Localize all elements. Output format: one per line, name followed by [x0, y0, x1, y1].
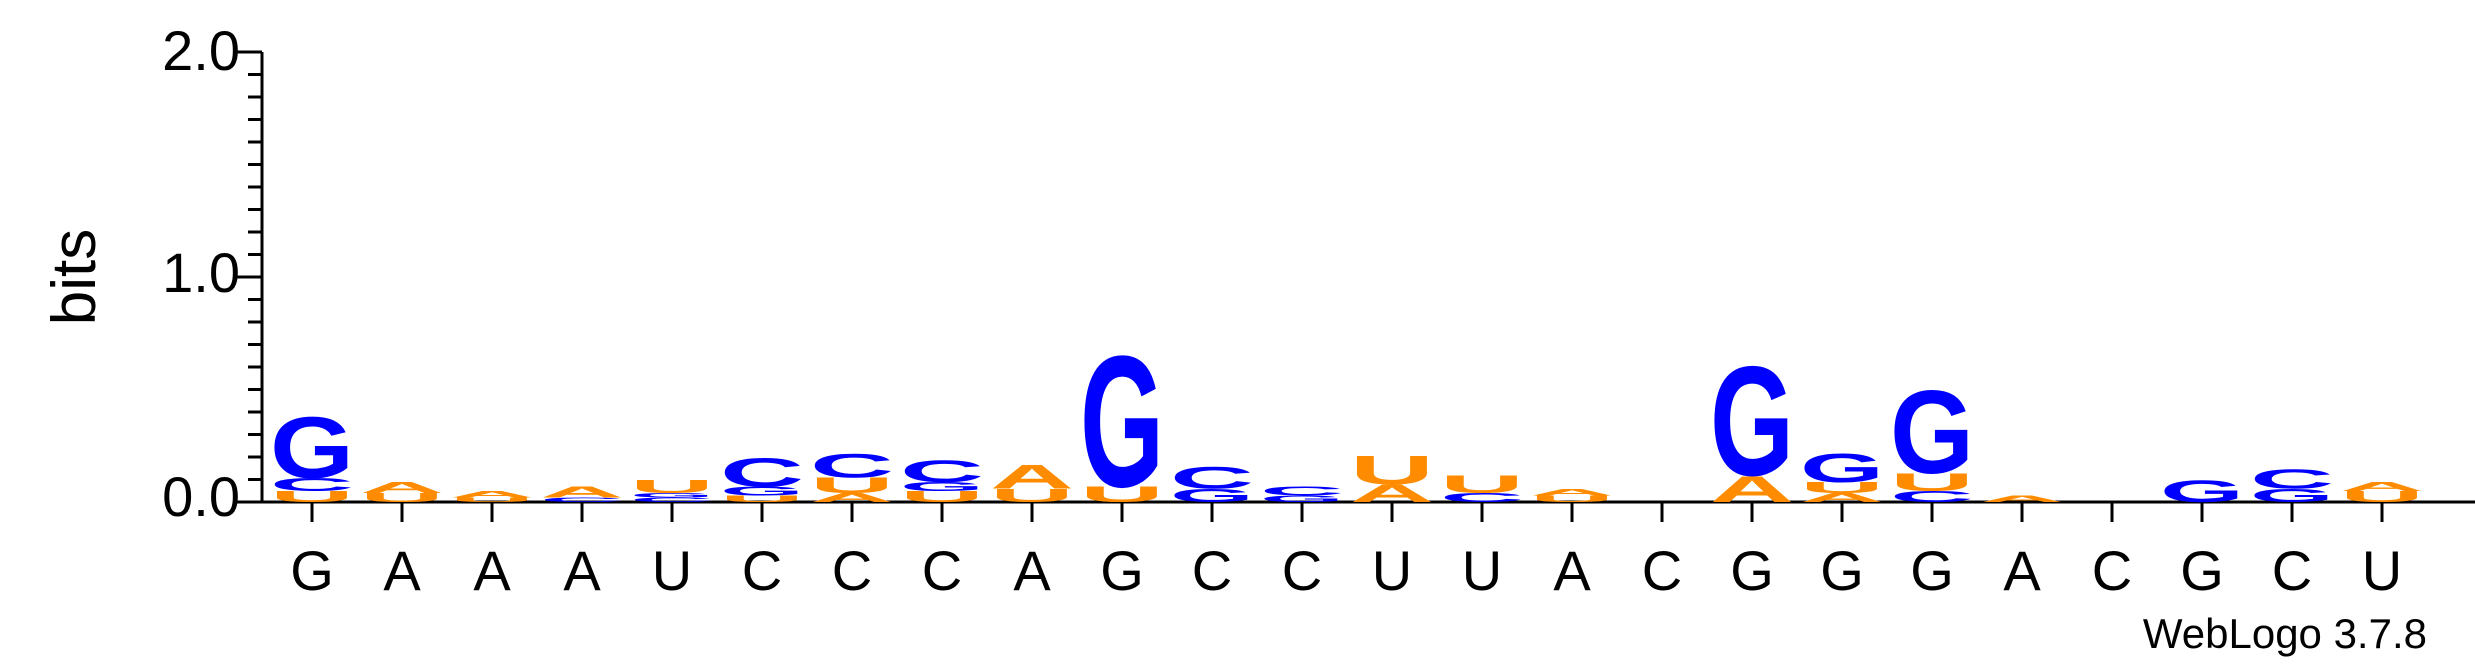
- logo-letter-U: U: [1350, 447, 1434, 492]
- logo-letter-G: G: [900, 480, 984, 494]
- y-axis-ticks: [236, 50, 262, 504]
- logo-letter-C: C: [540, 496, 624, 503]
- x-tick-label: C: [2092, 539, 2132, 602]
- x-tick-label: C: [742, 539, 782, 602]
- logo-letter-U: U: [900, 488, 984, 505]
- logo-letter-C: C: [270, 474, 354, 495]
- logo-letter-U: U: [1440, 471, 1524, 499]
- logo-letter-G: G: [1890, 366, 1974, 498]
- x-tick-label: G: [1910, 539, 1954, 602]
- logo-letter-A: A: [360, 479, 444, 496]
- weblogo-credit: WebLogo 3.7.8: [2143, 610, 2427, 657]
- logo-letter-C: C: [1440, 491, 1524, 505]
- y-axis-label: bits: [40, 229, 109, 325]
- x-tick-label: C: [1282, 539, 1322, 602]
- x-tick-label: A: [1553, 539, 1591, 602]
- y-tick-label-1: 1.0: [162, 241, 240, 304]
- logo-letter-U: U: [450, 496, 534, 503]
- logo-letter-C: C: [720, 450, 804, 495]
- x-tick-label: A: [383, 539, 421, 602]
- x-tick-label: U: [2362, 539, 2402, 602]
- x-tick-label: G: [1820, 539, 1864, 602]
- logo-letter-G: G: [2250, 485, 2334, 506]
- logo-letter-G: G: [630, 492, 714, 499]
- logo-letter-U: U: [270, 488, 354, 505]
- x-tick-label: U: [1462, 539, 1502, 602]
- logo-letter-G: G: [1080, 318, 1164, 526]
- x-tick-label: G: [1100, 539, 1144, 602]
- logo-letter-C: C: [1260, 484, 1344, 498]
- logo-letter-A: A: [1980, 494, 2064, 504]
- logo-letter-U: U: [720, 494, 804, 504]
- logo-letter-U: U: [990, 485, 1074, 506]
- x-tick-label: A: [473, 539, 511, 602]
- logo-letter-G: G: [1170, 485, 1254, 506]
- x-tick-label: C: [1192, 539, 1232, 602]
- x-tick-label: A: [2003, 539, 2041, 602]
- logo-letter-C: C: [1890, 488, 1974, 505]
- logo-letter-U: U: [2340, 488, 2424, 505]
- x-tick-label: G: [1730, 539, 1774, 602]
- logo-letter-U: U: [360, 491, 444, 505]
- logo-letter-G: G: [2160, 474, 2244, 509]
- x-axis-ticks: [310, 502, 2384, 522]
- logo-letter-G: G: [270, 399, 354, 496]
- logo-letter-U: U: [810, 473, 894, 497]
- logo-letter-A: A: [1710, 468, 1794, 510]
- x-tick-label: C: [832, 539, 872, 602]
- logo-letter-A: A: [990, 457, 1074, 496]
- x-tick-label: U: [652, 539, 692, 602]
- y-axis: 0.0 1.0 2.0 bits: [40, 19, 264, 528]
- logo-letter-C: C: [630, 496, 714, 503]
- x-tick-label: C: [1642, 539, 1682, 602]
- logo-letter-G: G: [1260, 494, 1344, 504]
- y-tick-label-0: 0.0: [162, 465, 240, 528]
- logo-letter-A: A: [540, 484, 624, 501]
- logo-letter-A: A: [1800, 491, 1884, 505]
- logo-letter-G: G: [1710, 334, 1794, 509]
- logo-letter-A: A: [1530, 487, 1614, 497]
- logo-letter-A: A: [1350, 480, 1434, 508]
- logo-letter-C: C: [900, 454, 984, 489]
- logo-letter-G: G: [720, 484, 804, 498]
- x-tick-label: C: [2272, 539, 2312, 602]
- logo-letter-C: C: [810, 446, 894, 485]
- logo-letter-U: U: [630, 476, 714, 497]
- x-tick-label: G: [2180, 539, 2224, 602]
- logo-letter-A: A: [2340, 480, 2424, 494]
- logo-letter-A: A: [450, 489, 534, 499]
- y-tick-label-2: 2.0: [162, 19, 240, 82]
- logo-letter-U: U: [1890, 469, 1974, 497]
- logo-letter-U: U: [1530, 494, 1614, 504]
- logo-letter-U: U: [1080, 482, 1164, 506]
- logo-letter-U: U: [1800, 479, 1884, 496]
- x-tick-label: C: [922, 539, 962, 602]
- x-tick-label: A: [1013, 539, 1051, 602]
- x-tick-label: U: [1372, 539, 1412, 602]
- x-tick-label: A: [563, 539, 601, 602]
- logo-letter-G: G: [1800, 445, 1884, 490]
- logo-letter-C: C: [2250, 463, 2334, 494]
- x-tick-label: G: [290, 539, 334, 602]
- logo-letter-C: C: [1170, 460, 1254, 495]
- logo-letter-A: A: [810, 491, 894, 505]
